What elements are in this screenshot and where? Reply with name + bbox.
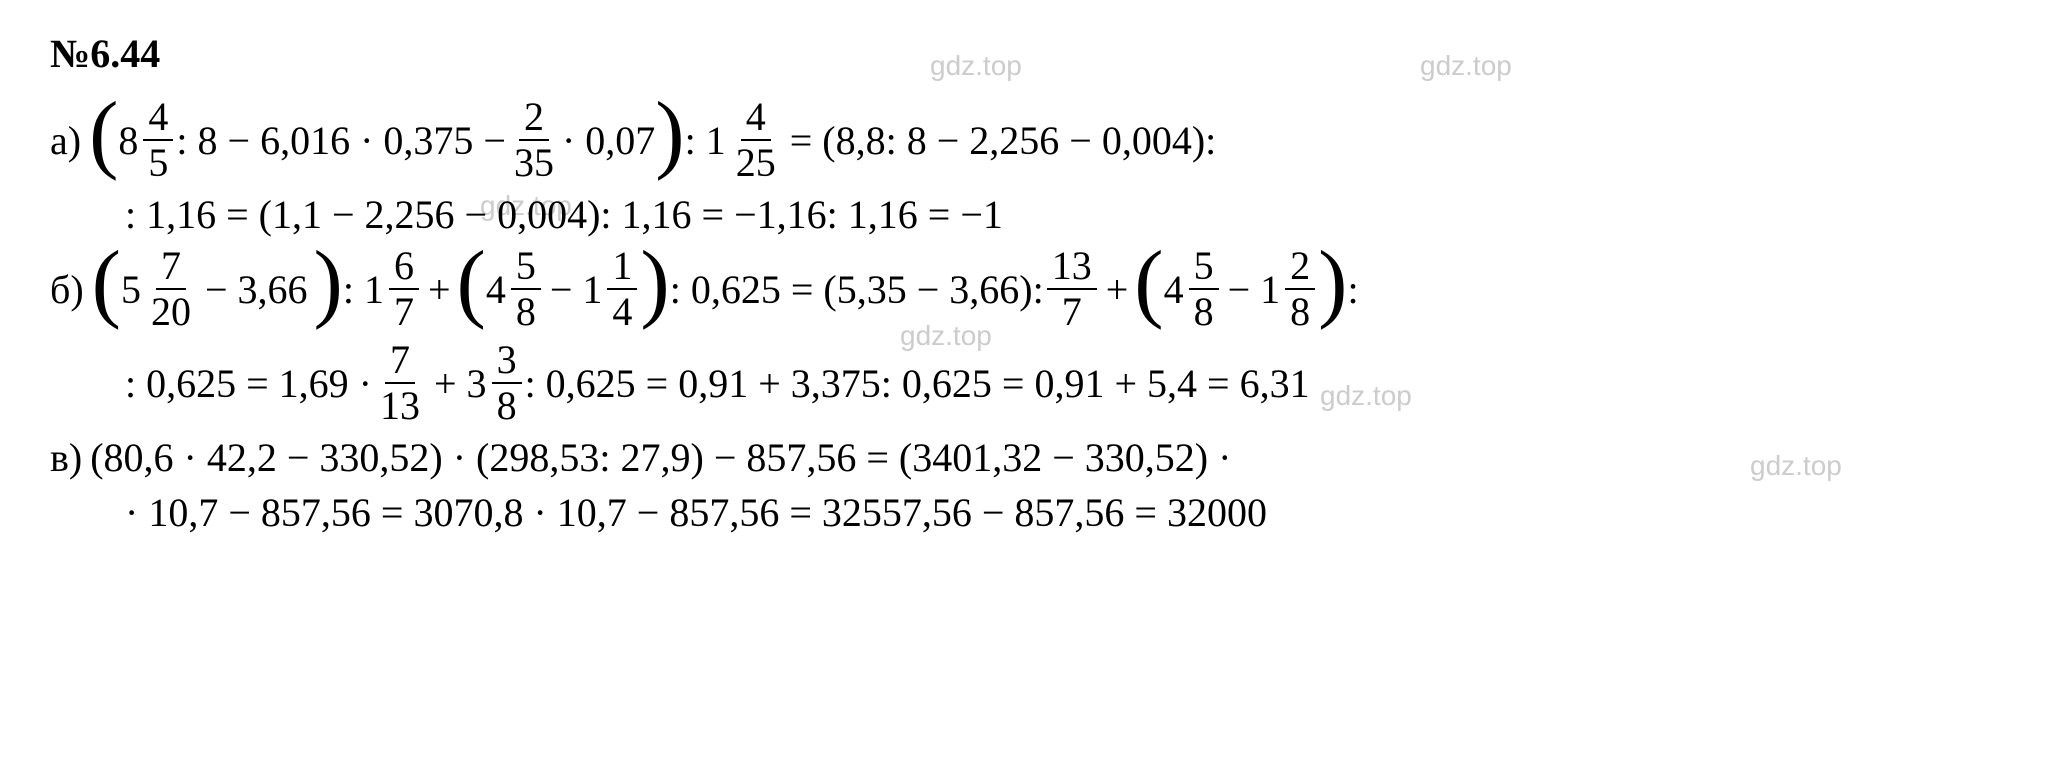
math-text: : 1,16 = (1,1 − 2,256 − 0,004): 1,16 = −… — [125, 191, 1003, 238]
part-a-label: а) — [50, 117, 81, 164]
part-c-line1: в) (80,6 · 42,2 − 330,52) · (298,53: 27,… — [50, 434, 2019, 481]
denominator: 13 — [375, 384, 425, 426]
numerator: 2 — [1285, 246, 1315, 290]
math-text: : 0,625 = (5,35 − 3,66): — [670, 266, 1044, 313]
part-c-line2: · 10,7 − 857,56 = 3070,8 · 10,7 − 857,56… — [50, 489, 2019, 536]
denominator: 5 — [143, 141, 173, 183]
math-text: : — [1347, 266, 1358, 313]
math-text: : 8 − 6,016 · 0,375 − — [176, 117, 506, 164]
fraction: 5 8 — [511, 246, 541, 332]
fraction: 13 7 — [1047, 246, 1097, 332]
mixed-fraction: 4 5 8 — [1164, 246, 1222, 332]
fraction: 4 25 — [731, 97, 781, 183]
denominator: 8 — [1189, 290, 1219, 332]
fraction: 2 8 — [1285, 246, 1315, 332]
watermark: gdz.top — [930, 50, 1022, 82]
part-a-line2: : 1,16 = (1,1 − 2,256 − 0,004): 1,16 = −… — [50, 191, 2019, 238]
whole-part: − 1 — [1228, 266, 1281, 313]
denominator: 7 — [389, 290, 419, 332]
math-text: : 0,625 = 1,69 · — [125, 360, 372, 407]
math-text: = (8,8: 8 − 2,256 − 0,004): — [790, 117, 1217, 164]
numerator: 2 — [519, 97, 549, 141]
numerator: 3 — [492, 340, 522, 384]
denominator: 8 — [511, 290, 541, 332]
mixed-fraction: 4 5 8 — [486, 246, 544, 332]
numerator: 6 — [389, 246, 419, 290]
denominator: 4 — [607, 290, 637, 332]
watermark: gdz.top — [1420, 50, 1512, 82]
fraction: 4 5 — [143, 97, 173, 183]
mixed-fraction: − 1 2 8 — [1222, 246, 1319, 332]
denominator: 8 — [1285, 290, 1315, 332]
mixed-fraction: − 1 1 4 — [544, 246, 641, 332]
part-b-label: б) — [50, 266, 84, 313]
fraction: 6 7 — [389, 246, 419, 332]
problem-number: №6.44 — [50, 30, 2019, 77]
fraction: 2 35 — [509, 97, 559, 183]
mixed-fraction: + 3 3 8 — [428, 340, 525, 426]
whole-part: : 1 — [685, 117, 726, 164]
fraction: 7 13 — [375, 340, 425, 426]
math-text: + — [428, 266, 451, 313]
page-container: gdz.top gdz.top gdz.top gdz.top gdz.top … — [50, 30, 2019, 536]
denominator: 35 — [509, 141, 559, 183]
fraction: 1 4 — [607, 246, 637, 332]
numerator: 4 — [143, 97, 173, 141]
numerator: 4 — [741, 97, 771, 141]
fraction: 3 8 — [492, 340, 522, 426]
denominator: 20 — [146, 290, 196, 332]
denominator: 25 — [731, 141, 781, 183]
whole-part: : 1 — [343, 266, 384, 313]
whole-part: + 3 — [434, 360, 487, 407]
whole-part: 4 — [1164, 266, 1184, 313]
part-a-line1: а) ( 8 4 5 : 8 − 6,016 · 0,375 − 2 35 · … — [50, 97, 2019, 183]
whole-part: 5 — [121, 266, 141, 313]
denominator: 7 — [1057, 290, 1087, 332]
denominator: 8 — [492, 384, 522, 426]
numerator: 7 — [385, 340, 415, 384]
math-text: (80,6 · 42,2 − 330,52) · (298,53: 27,9) … — [90, 434, 1231, 481]
part-b-line2: : 0,625 = 1,69 · 7 13 + 3 3 8 : 0,625 = … — [50, 340, 2019, 426]
numerator: 1 — [607, 246, 637, 290]
math-text: : 0,625 = 0,91 + 3,375: 0,625 = 0,91 + 5… — [525, 360, 1310, 407]
mixed-fraction: : 1 6 7 — [343, 246, 422, 332]
numerator: 13 — [1047, 246, 1097, 290]
part-c-label: в) — [50, 434, 82, 481]
fraction: 5 8 — [1189, 246, 1219, 332]
numerator: 5 — [511, 246, 541, 290]
fraction: 7 20 — [146, 246, 196, 332]
math-text: − 3,66 — [205, 266, 308, 313]
math-text: · 0,07 — [562, 117, 655, 164]
numerator: 5 — [1189, 246, 1219, 290]
mixed-fraction: : 1 4 25 — [685, 97, 784, 183]
whole-part: 8 — [118, 117, 138, 164]
mixed-fraction: 8 4 5 — [118, 97, 176, 183]
math-text: + — [1106, 266, 1129, 313]
math-text: · 10,7 − 857,56 = 3070,8 · 10,7 − 857,56… — [125, 489, 1267, 536]
whole-part: − 1 — [550, 266, 603, 313]
numerator: 7 — [156, 246, 186, 290]
whole-part: 4 — [486, 266, 506, 313]
mixed-fraction: 5 7 20 — [121, 246, 199, 332]
part-b-line1: б) ( 5 7 20 − 3,66 ) : 1 6 7 + ( 4 5 8 — [50, 246, 2019, 332]
